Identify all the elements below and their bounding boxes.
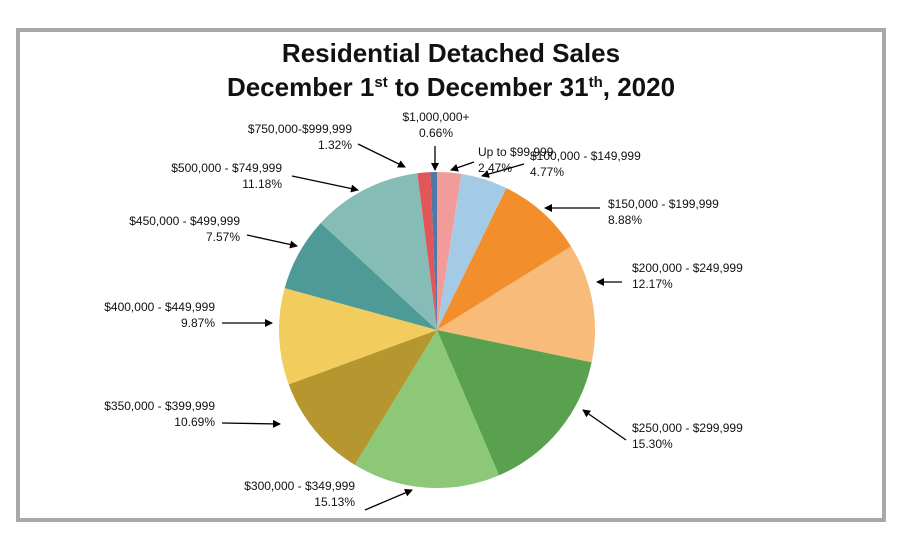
slice-label: $300,000 - $349,999 [244,479,355,493]
slice-value-label: 15.30% [632,437,673,451]
pie-slice [279,288,437,385]
slice-value-label: 1.32% [318,138,352,152]
pie-slice [354,330,499,488]
pie-slice [417,172,437,330]
pie-slice [288,330,437,465]
label-arrow [364,489,413,511]
slice-label: $500,000 - $749,999 [171,161,282,175]
slice-value-label: 11.18% [242,177,282,191]
slice-value-label: 9.87% [181,316,215,330]
label-arrow [481,163,525,178]
pie-slice [437,330,592,476]
slice-value-label: 8.88% [608,213,642,227]
label-arrow [582,409,627,441]
slice-value-label: 0.66% [419,126,453,140]
pie-slice [437,172,462,330]
subtitle-text: to December 31 [388,72,589,102]
slice-value-label: 12.17% [632,277,673,291]
slice-value-label: 7.57% [206,230,240,244]
pie-slice [437,188,572,330]
slice-label: $450,000 - $499,999 [129,214,240,228]
superscript: th [589,74,603,91]
label-arrow [357,143,406,168]
slice-label: $100,000 - $149,999 [530,149,641,163]
slice-value-label: 10.69% [174,415,215,429]
pie-slice [284,222,437,330]
pie-slice [437,173,507,330]
slice-value-label: 4.77% [530,165,564,179]
slice-label: $400,000 - $449,999 [104,300,215,314]
slice-label: $150,000 - $199,999 [608,197,719,211]
pie-slice [320,173,437,330]
chart-title: Residential Detached Sales [282,38,620,68]
superscript: st [374,74,387,91]
slice-label: $250,000 - $299,999 [632,421,743,435]
pie-slice [430,172,437,330]
slice-label: $750,000-$999,999 [248,122,352,136]
subtitle-text: , 2020 [603,72,675,102]
pie-slice [437,246,595,363]
label-arrow [246,234,298,249]
label-arrow [221,419,281,428]
slice-label: Up to $99,999 [478,145,554,159]
slice-label: $1,000,000+ [402,110,469,124]
chart-subtitle: December 1st to December 31th, 2020 [227,72,675,102]
subtitle-text: December 1 [227,72,374,102]
slice-label: $200,000 - $249,999 [632,261,743,275]
slice-value-label: 15.13% [314,495,355,509]
slice-label: $350,000 - $399,999 [104,399,215,413]
label-arrow [291,175,359,193]
label-arrow [450,161,475,172]
